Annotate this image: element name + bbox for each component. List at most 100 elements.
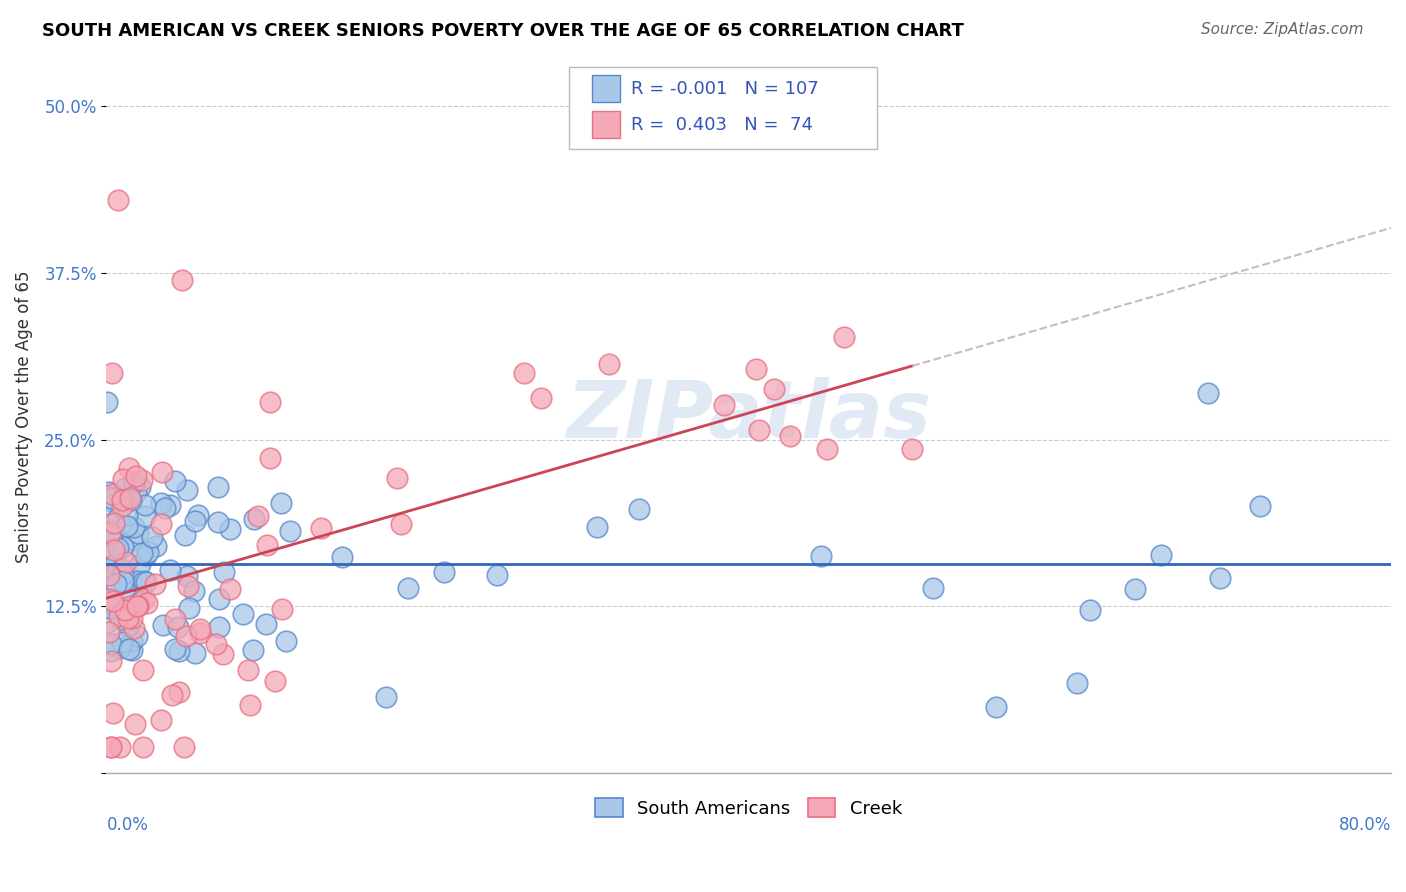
Point	[98, 485, 121, 500]
Point	[1197, 386, 1219, 401]
Point	[598, 357, 620, 371]
Point	[149, 516, 172, 531]
Point	[513, 366, 536, 380]
Point	[254, 617, 277, 632]
Point	[111, 635, 134, 649]
FancyBboxPatch shape	[569, 67, 877, 149]
Point	[132, 663, 155, 677]
Point	[176, 569, 198, 583]
Point	[121, 633, 143, 648]
Point	[232, 607, 254, 622]
Point	[218, 522, 240, 536]
Point	[174, 629, 197, 643]
Point	[115, 602, 138, 616]
Point	[212, 647, 235, 661]
Point	[97, 615, 120, 630]
Point	[259, 395, 281, 409]
Point	[111, 574, 134, 589]
Point	[131, 546, 153, 560]
Point	[153, 500, 176, 515]
Bar	[592, 75, 620, 103]
Point	[97, 624, 120, 639]
Bar	[592, 111, 620, 138]
Point	[111, 472, 134, 486]
Point	[111, 562, 134, 576]
Point	[100, 491, 122, 506]
Point	[100, 526, 122, 541]
Point	[111, 540, 134, 554]
Point	[100, 643, 122, 657]
Point	[136, 596, 159, 610]
Point	[160, 688, 183, 702]
Point	[127, 574, 149, 588]
Point	[1066, 675, 1088, 690]
Point	[103, 542, 125, 557]
Point	[748, 423, 770, 437]
Point	[104, 566, 127, 580]
Point	[530, 391, 553, 405]
Point	[103, 598, 125, 612]
Point	[107, 541, 129, 556]
Point	[173, 739, 195, 754]
Point	[1123, 582, 1146, 596]
Point	[242, 643, 264, 657]
Point	[100, 498, 122, 512]
Point	[131, 474, 153, 488]
Point	[134, 498, 156, 512]
Point	[108, 608, 131, 623]
Point	[111, 493, 134, 508]
Point	[134, 574, 156, 589]
Point	[188, 622, 211, 636]
Point	[167, 685, 190, 699]
Point	[120, 491, 142, 506]
Point	[135, 574, 157, 589]
Point	[128, 480, 150, 494]
Legend: South Americans, Creek: South Americans, Creek	[588, 791, 910, 825]
Point	[121, 533, 143, 547]
Point	[208, 591, 231, 606]
Text: 80.0%: 80.0%	[1339, 816, 1391, 834]
Point	[188, 625, 211, 640]
Point	[103, 706, 125, 720]
Point	[389, 516, 412, 531]
Point	[163, 474, 186, 488]
Point	[810, 549, 832, 563]
Point	[184, 514, 207, 528]
Point	[986, 700, 1008, 714]
Point	[100, 486, 122, 500]
Point	[117, 610, 139, 624]
Point	[110, 640, 132, 655]
Point	[177, 600, 200, 615]
Y-axis label: Seniors Poverty Over the Age of 65: Seniors Poverty Over the Age of 65	[15, 270, 32, 563]
Point	[207, 480, 229, 494]
Point	[256, 538, 278, 552]
Point	[98, 600, 121, 615]
Point	[149, 496, 172, 510]
Point	[628, 501, 651, 516]
Point	[173, 528, 195, 542]
Point	[270, 496, 292, 510]
Point	[713, 398, 735, 412]
Text: 0.0%: 0.0%	[107, 816, 149, 834]
Point	[375, 690, 398, 704]
Point	[172, 273, 194, 287]
Point	[96, 394, 118, 409]
Point	[127, 525, 149, 540]
Point	[167, 620, 190, 634]
Point	[259, 450, 281, 465]
Point	[246, 509, 269, 524]
Point	[121, 611, 143, 625]
Point	[184, 646, 207, 660]
Point	[114, 582, 136, 597]
Text: ZIPatlas: ZIPatlas	[567, 377, 931, 456]
Point	[101, 523, 124, 537]
Point	[1078, 603, 1101, 617]
Point	[396, 581, 419, 595]
Point	[134, 509, 156, 524]
Point	[205, 637, 228, 651]
Point	[280, 524, 302, 538]
Point	[104, 533, 127, 548]
Point	[127, 596, 149, 610]
Point	[330, 549, 353, 564]
Point	[1249, 500, 1271, 514]
